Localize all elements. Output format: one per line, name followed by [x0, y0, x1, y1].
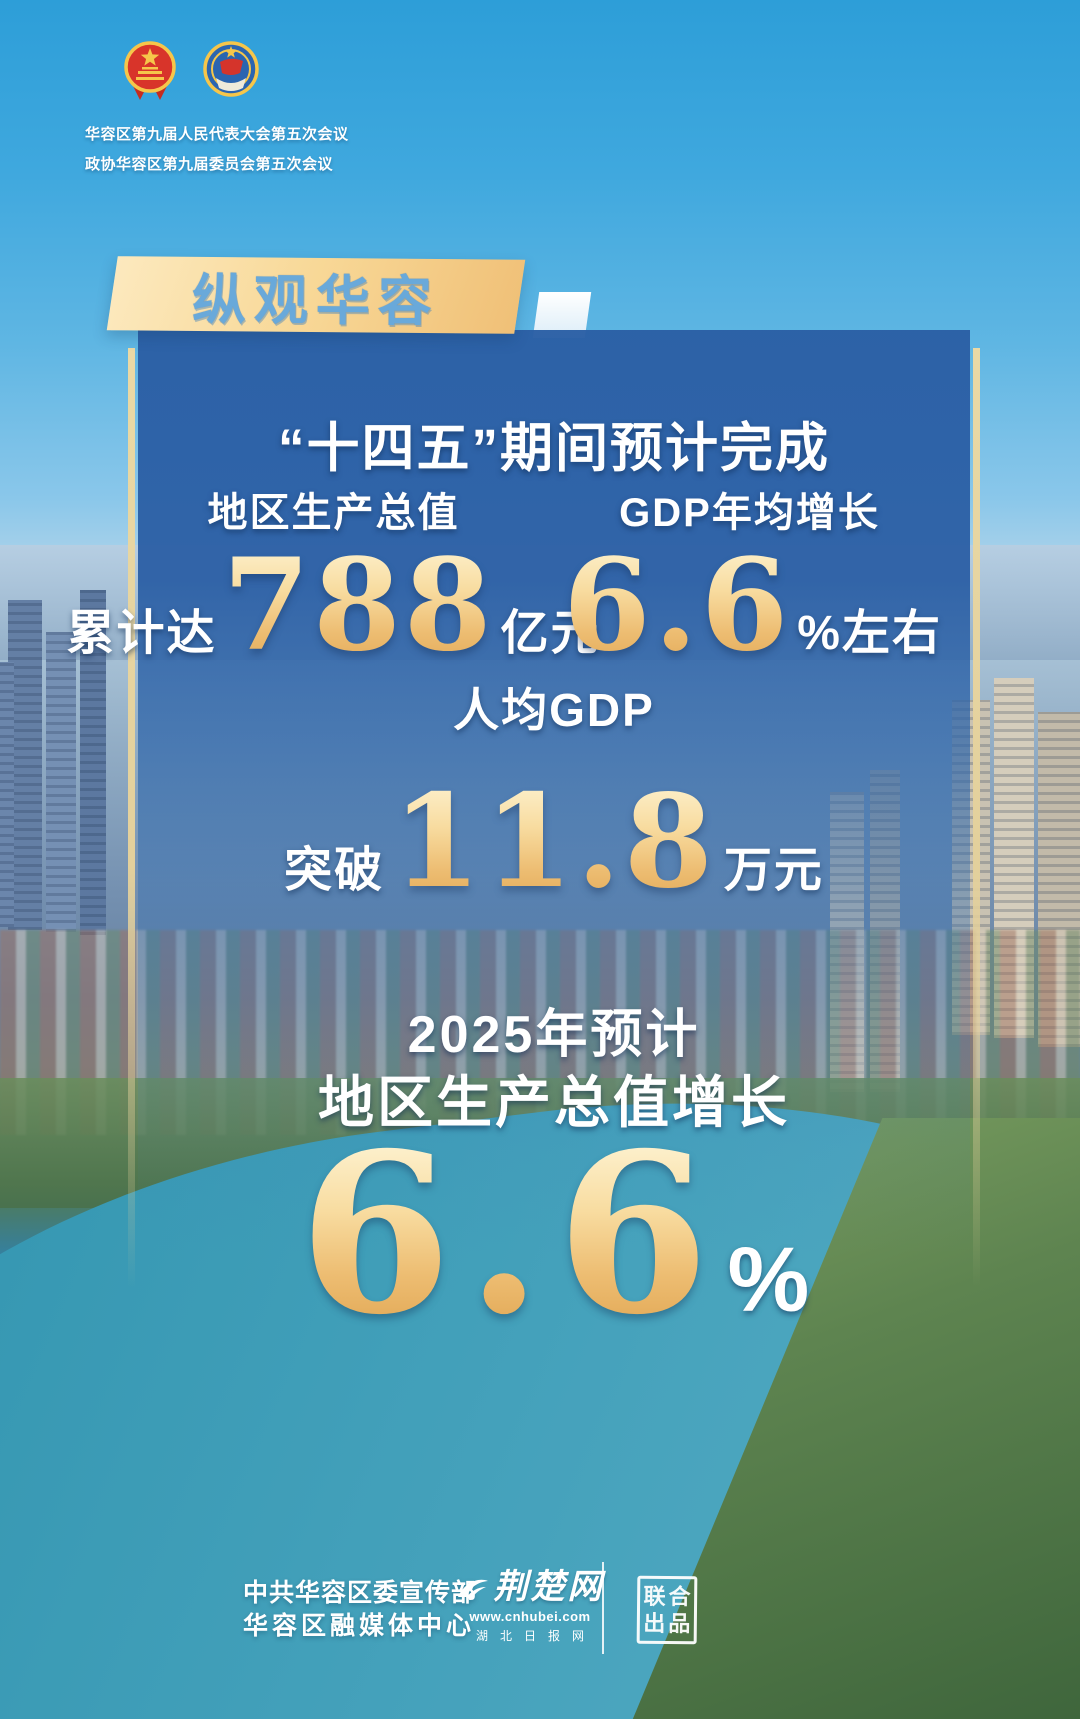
city-tower — [80, 590, 106, 935]
stat-gdp-growth-label: GDP年均增长 — [619, 491, 880, 535]
conference-line-1: 华容区第九届人民代表大会第五次会议 — [85, 126, 349, 143]
forecast-line-2: 地区生产总值增长 — [318, 1071, 790, 1134]
section-ribbon: 纵观华容 — [106, 256, 526, 334]
ribbon-label: 纵观华容 — [191, 269, 441, 332]
footer-divider — [602, 1562, 604, 1654]
stat-per-capita-gdp: 人均GDP 突破 11.8 万元 — [138, 682, 970, 906]
stat-gdp-total-unit: 亿元 — [500, 607, 601, 660]
cnhubei-logo: 荆楚网 www.cnhubei.com 湖北日报网 — [455, 1568, 605, 1644]
stat-gdp-total-prefix: 累计达 — [66, 607, 217, 660]
stat-gdp-total-number: 788 — [217, 542, 501, 668]
forecast-percent-sign: % — [727, 1229, 810, 1331]
per-capita-unit: 万元 — [723, 844, 824, 897]
credits-footer: 中共华容区委宣传部 华容区融媒体中心 荆楚网 www.cnhubei.com 湖… — [0, 1560, 1080, 1680]
city-tower — [46, 632, 76, 932]
joint-production-seal: 联合 出品 — [636, 1575, 698, 1645]
conference-titles: 华容区第九届人民代表大会第五次会议 政协华容区第九届委员会第五次会议 — [85, 120, 349, 180]
cnhubei-logo-top: 荆楚网 — [455, 1568, 605, 1606]
conference-header: 华容区第九届人民代表大会第五次会议 政协华容区第九届委员会第五次会议 — [85, 40, 349, 180]
stat-gdp-growth-number: 6.6 — [557, 542, 797, 668]
stats-panel: “十四五”期间预计完成 地区生产总值 累计达 788 亿元 GDP年均增长 6.… — [67, 330, 970, 1344]
cnhubei-logo-name: 荆楚网 — [493, 1567, 605, 1607]
per-capita-prefix: 突破 — [284, 844, 385, 897]
cnhubei-logo-url: www.cnhubei.com — [469, 1609, 591, 1624]
stat-gdp-growth: GDP年均增长 6.6 %左右 — [529, 488, 970, 668]
stat-gdp-total-value: 累计达 788 亿元 — [67, 542, 599, 668]
emblem-row — [123, 40, 349, 102]
cppcc-emblem-icon — [201, 40, 261, 102]
forecast-line-1: 2025年预计 — [407, 1006, 701, 1064]
per-capita-label: 人均GDP — [453, 684, 655, 736]
per-capita-value: 突破 11.8 万元 — [138, 778, 970, 906]
forecast-value: 6.6 % — [138, 1104, 970, 1363]
stat-gdp-total-label: 地区生产总值 — [207, 491, 460, 535]
conference-line-2: 政协华容区第九届委员会第五次会议 — [85, 156, 334, 173]
stat-row: 地区生产总值 累计达 788 亿元 GDP年均增长 6.6 %左右 — [67, 488, 970, 668]
panel-title: “十四五”期间预计完成 — [278, 418, 830, 478]
forecast-number: 6.6 — [298, 1104, 724, 1363]
forecast-2025: 2025年预计 地区生产总值增长 6.6 % — [138, 1002, 970, 1363]
panel-left-stripe — [128, 348, 135, 1288]
stat-gdp-total: 地区生产总值 累计达 788 亿元 — [67, 488, 599, 668]
stat-gdp-growth-value: 6.6 %左右 — [529, 542, 970, 668]
seal-line-1: 联合 — [643, 1583, 694, 1610]
cnhubei-logo-subtitle: 湖北日报网 — [475, 1629, 596, 1643]
stat-gdp-growth-unit: %左右 — [797, 607, 942, 660]
seal-line-2: 出品 — [643, 1610, 694, 1637]
publisher-block: 中共华容区委宣传部 华容区融媒体中心 — [243, 1577, 477, 1643]
national-emblem-icon — [123, 40, 177, 102]
per-capita-number: 11.8 — [384, 778, 724, 906]
city-tower — [0, 662, 14, 927]
jingchu-bird-icon — [456, 1575, 490, 1606]
panel-right-stripe — [973, 348, 980, 1288]
publisher-line-2: 华容区融媒体中心 — [243, 1612, 476, 1640]
publisher-line-1: 中共华容区委宣传部 — [243, 1579, 478, 1607]
